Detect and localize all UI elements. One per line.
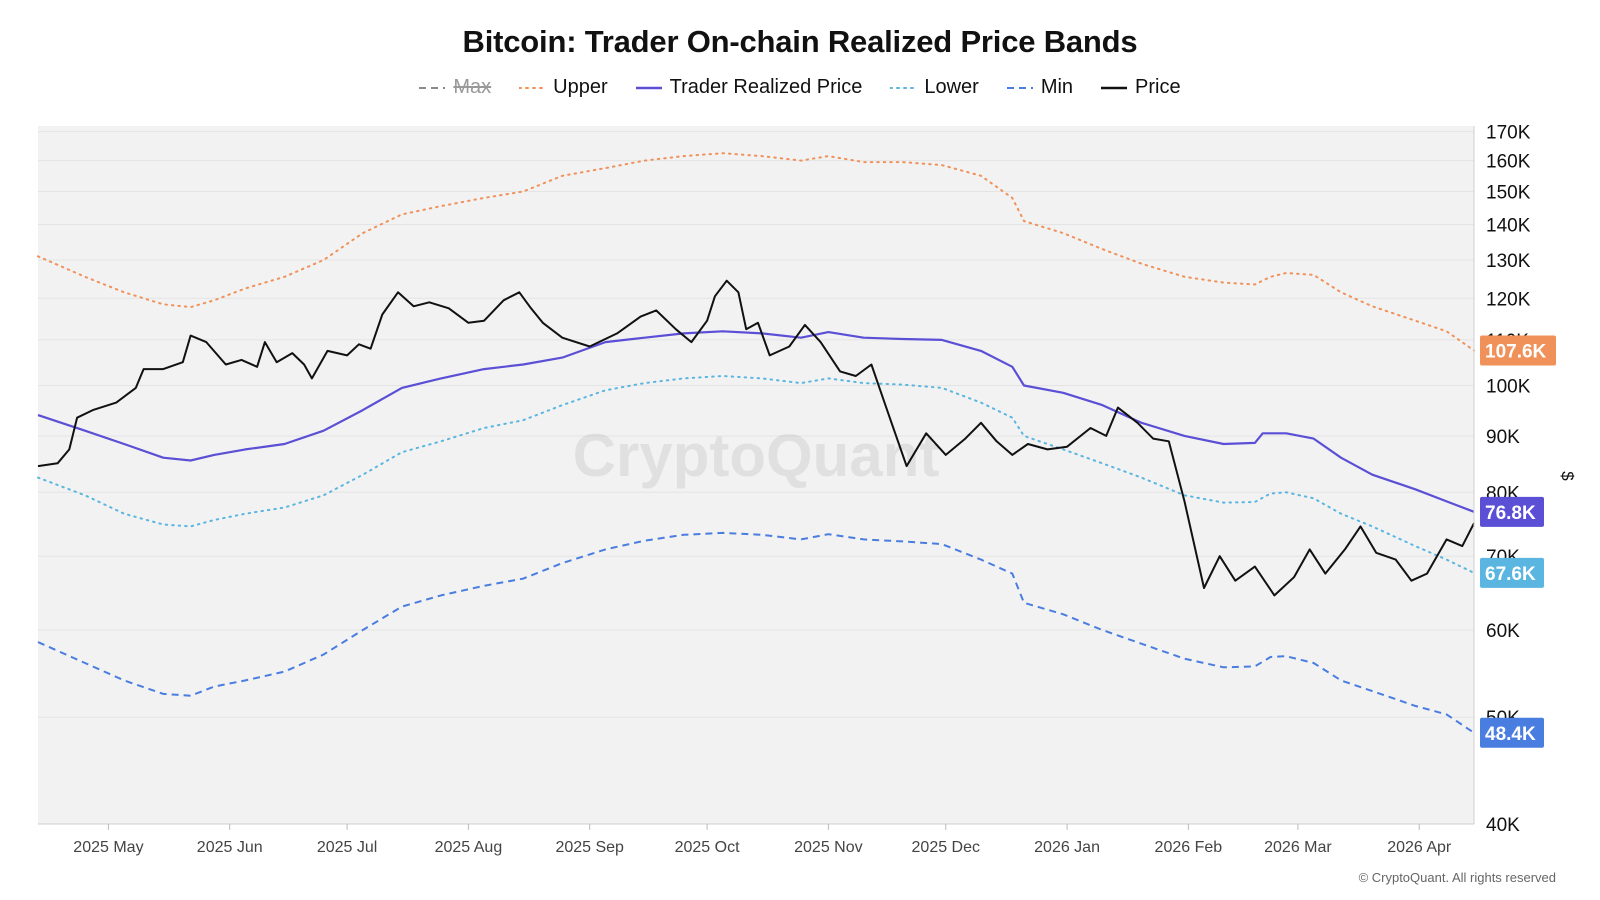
legend-label-upper: Upper: [553, 76, 608, 98]
legend-item-upper[interactable]: Upper: [519, 76, 608, 99]
y-tick-label: 170K: [1486, 123, 1531, 144]
y-tick-label: 160K: [1486, 152, 1531, 173]
legend-item-price[interactable]: Price: [1101, 76, 1181, 99]
legend: Max Upper Trader Realized Price Lower Mi…: [0, 76, 1600, 99]
series-line-price: [37, 279, 1475, 597]
legend-item-max[interactable]: Max: [419, 76, 491, 99]
legend-label-max: Max: [453, 76, 492, 98]
y-tick-label: 150K: [1486, 182, 1531, 203]
y-tick-label: 120K: [1486, 289, 1531, 310]
y-axis-label: $: [1558, 471, 1577, 481]
y-tick-label: 90K: [1486, 427, 1520, 448]
x-tick-label: 2026 Apr: [1387, 839, 1452, 856]
x-tick-label: 2025 Jul: [317, 839, 378, 856]
grid-lines: [38, 131, 1474, 825]
last-value-text-trader-realized-price: 76.8K: [1485, 503, 1536, 524]
x-tick-label: 2025 Jun: [197, 839, 263, 856]
legend-item-min[interactable]: Min: [1006, 76, 1074, 99]
series-line-lower: [37, 375, 1475, 574]
y-tick-label: 130K: [1486, 251, 1531, 272]
last-value-text-upper: 107.6K: [1485, 341, 1547, 362]
legend-swatch-price: [1101, 86, 1128, 89]
last-value-badge-min: [1480, 717, 1544, 748]
series-line-upper: [37, 152, 1475, 352]
y-tick-label: 100K: [1486, 377, 1531, 398]
chart-title: Bitcoin: Trader On-chain Realized Price …: [462, 24, 1138, 59]
last-value-badge-trader-realized-price: [1480, 496, 1544, 527]
x-tick-label: 2026 Mar: [1264, 839, 1332, 856]
legend-item-lower[interactable]: Lower: [890, 76, 979, 99]
last-value-labels: 107.6K 76.8K 67.6K 48.4K: [1480, 335, 1556, 748]
y-tick-label: 40K: [1486, 815, 1520, 836]
watermark: CryptoQuant: [573, 422, 940, 489]
legend-item-trader-realized-price[interactable]: Trader Realized Price: [635, 76, 863, 99]
y-tick-label: 60K: [1486, 621, 1520, 642]
legend-label-lower: Lower: [924, 76, 979, 98]
plot-area-background: [38, 126, 1474, 824]
legend-label-trader-realized-price: Trader Realized Price: [669, 76, 863, 98]
legend-swatch-max: [419, 86, 446, 89]
last-value-badge-lower: [1480, 557, 1544, 588]
legend-swatch-trader-realized-price: [635, 86, 662, 89]
x-tick-label: 2025 May: [73, 839, 143, 856]
copyright-notice: © CryptoQuant. All rights reserved: [1358, 870, 1556, 885]
legend-swatch-upper: [519, 86, 546, 89]
legend-label-min: Min: [1040, 76, 1074, 98]
x-tick-label: 2025 Dec: [912, 839, 981, 856]
legend-swatch-lower: [890, 86, 917, 89]
series-lines: [37, 152, 1475, 734]
x-tick-label: 2025 Sep: [555, 839, 624, 856]
x-tick-label: 2026 Jan: [1034, 839, 1100, 856]
x-axis-ticks: 2025 May 2025 Jun 2025 Jul 2025 Aug 2025 Sep…: [73, 824, 1452, 856]
series-line-min: [37, 531, 1475, 734]
x-tick-label: 2026 Feb: [1155, 839, 1223, 856]
y-tick-label: 140K: [1486, 216, 1531, 237]
legend-label-price: Price: [1135, 76, 1181, 98]
x-tick-label: 2025 Nov: [794, 839, 863, 856]
x-tick-label: 2025 Oct: [675, 839, 740, 856]
y-axis-ticks: 40K50K60K70K80K90K100K110K120K130K140K15…: [1486, 123, 1531, 836]
legend-swatch-min: [1006, 86, 1033, 89]
last-value-text-lower: 67.6K: [1485, 564, 1536, 585]
last-value-badge-upper: [1480, 335, 1556, 366]
x-tick-label: 2025 Aug: [435, 839, 503, 856]
last-value-text-min: 48.4K: [1485, 724, 1536, 745]
